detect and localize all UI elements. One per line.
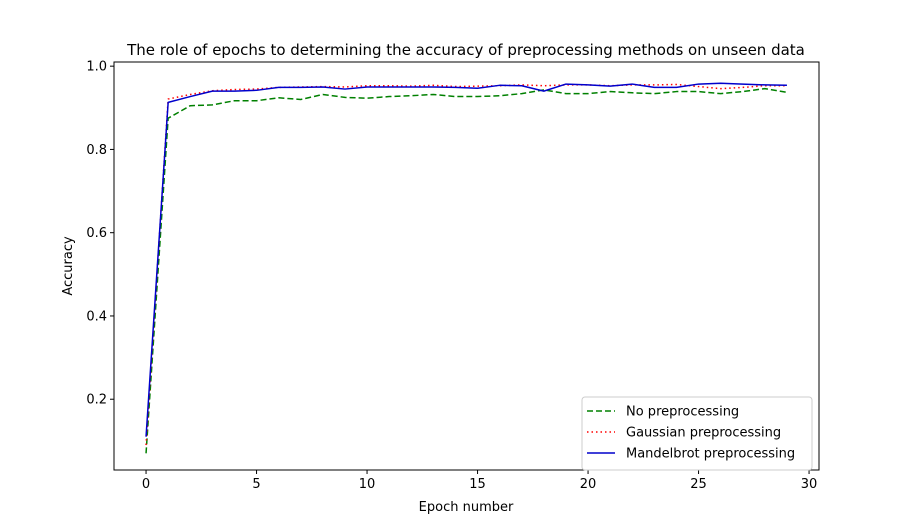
- y-tick-label: 0.8: [86, 143, 107, 158]
- x-axis-label: Epoch number: [419, 500, 514, 515]
- series-line-1: [145, 83, 787, 446]
- legend-label: Mandelbrot preprocessing: [626, 447, 795, 462]
- legend-box: [581, 396, 813, 471]
- x-axis: 0 5 10 15 20 25 30: [142, 470, 817, 492]
- legend-label: No preprocessing: [626, 405, 739, 420]
- x-tick-label: 0: [142, 477, 150, 492]
- y-tick-label: 0.2: [86, 393, 107, 408]
- x-tick-label: 20: [580, 477, 597, 492]
- y-tick-label: 0.6: [86, 226, 107, 241]
- plot-frame: [113, 61, 820, 471]
- x-tick-label: 5: [252, 477, 260, 492]
- x-tick-label: 30: [801, 477, 818, 492]
- series-line-0: [145, 87, 788, 454]
- y-axis: 0.2 0.4 0.6 0.8 1.0: [86, 60, 114, 408]
- x-tick-label: 15: [469, 477, 486, 492]
- plot-area: [145, 82, 788, 454]
- y-axis-label: Accuracy: [61, 236, 76, 296]
- y-tick-label: 1.0: [86, 60, 107, 75]
- legend: No preprocessing Gaussian preprocessing Ma…: [581, 396, 813, 471]
- series-line-2: [145, 82, 787, 437]
- x-tick-label: 10: [359, 477, 376, 492]
- y-tick-label: 0.4: [86, 309, 107, 324]
- x-tick-label: 25: [690, 477, 707, 492]
- chart-title: The role of epochs to determining the ac…: [126, 41, 805, 59]
- legend-label: Gaussian preprocessing: [626, 426, 781, 441]
